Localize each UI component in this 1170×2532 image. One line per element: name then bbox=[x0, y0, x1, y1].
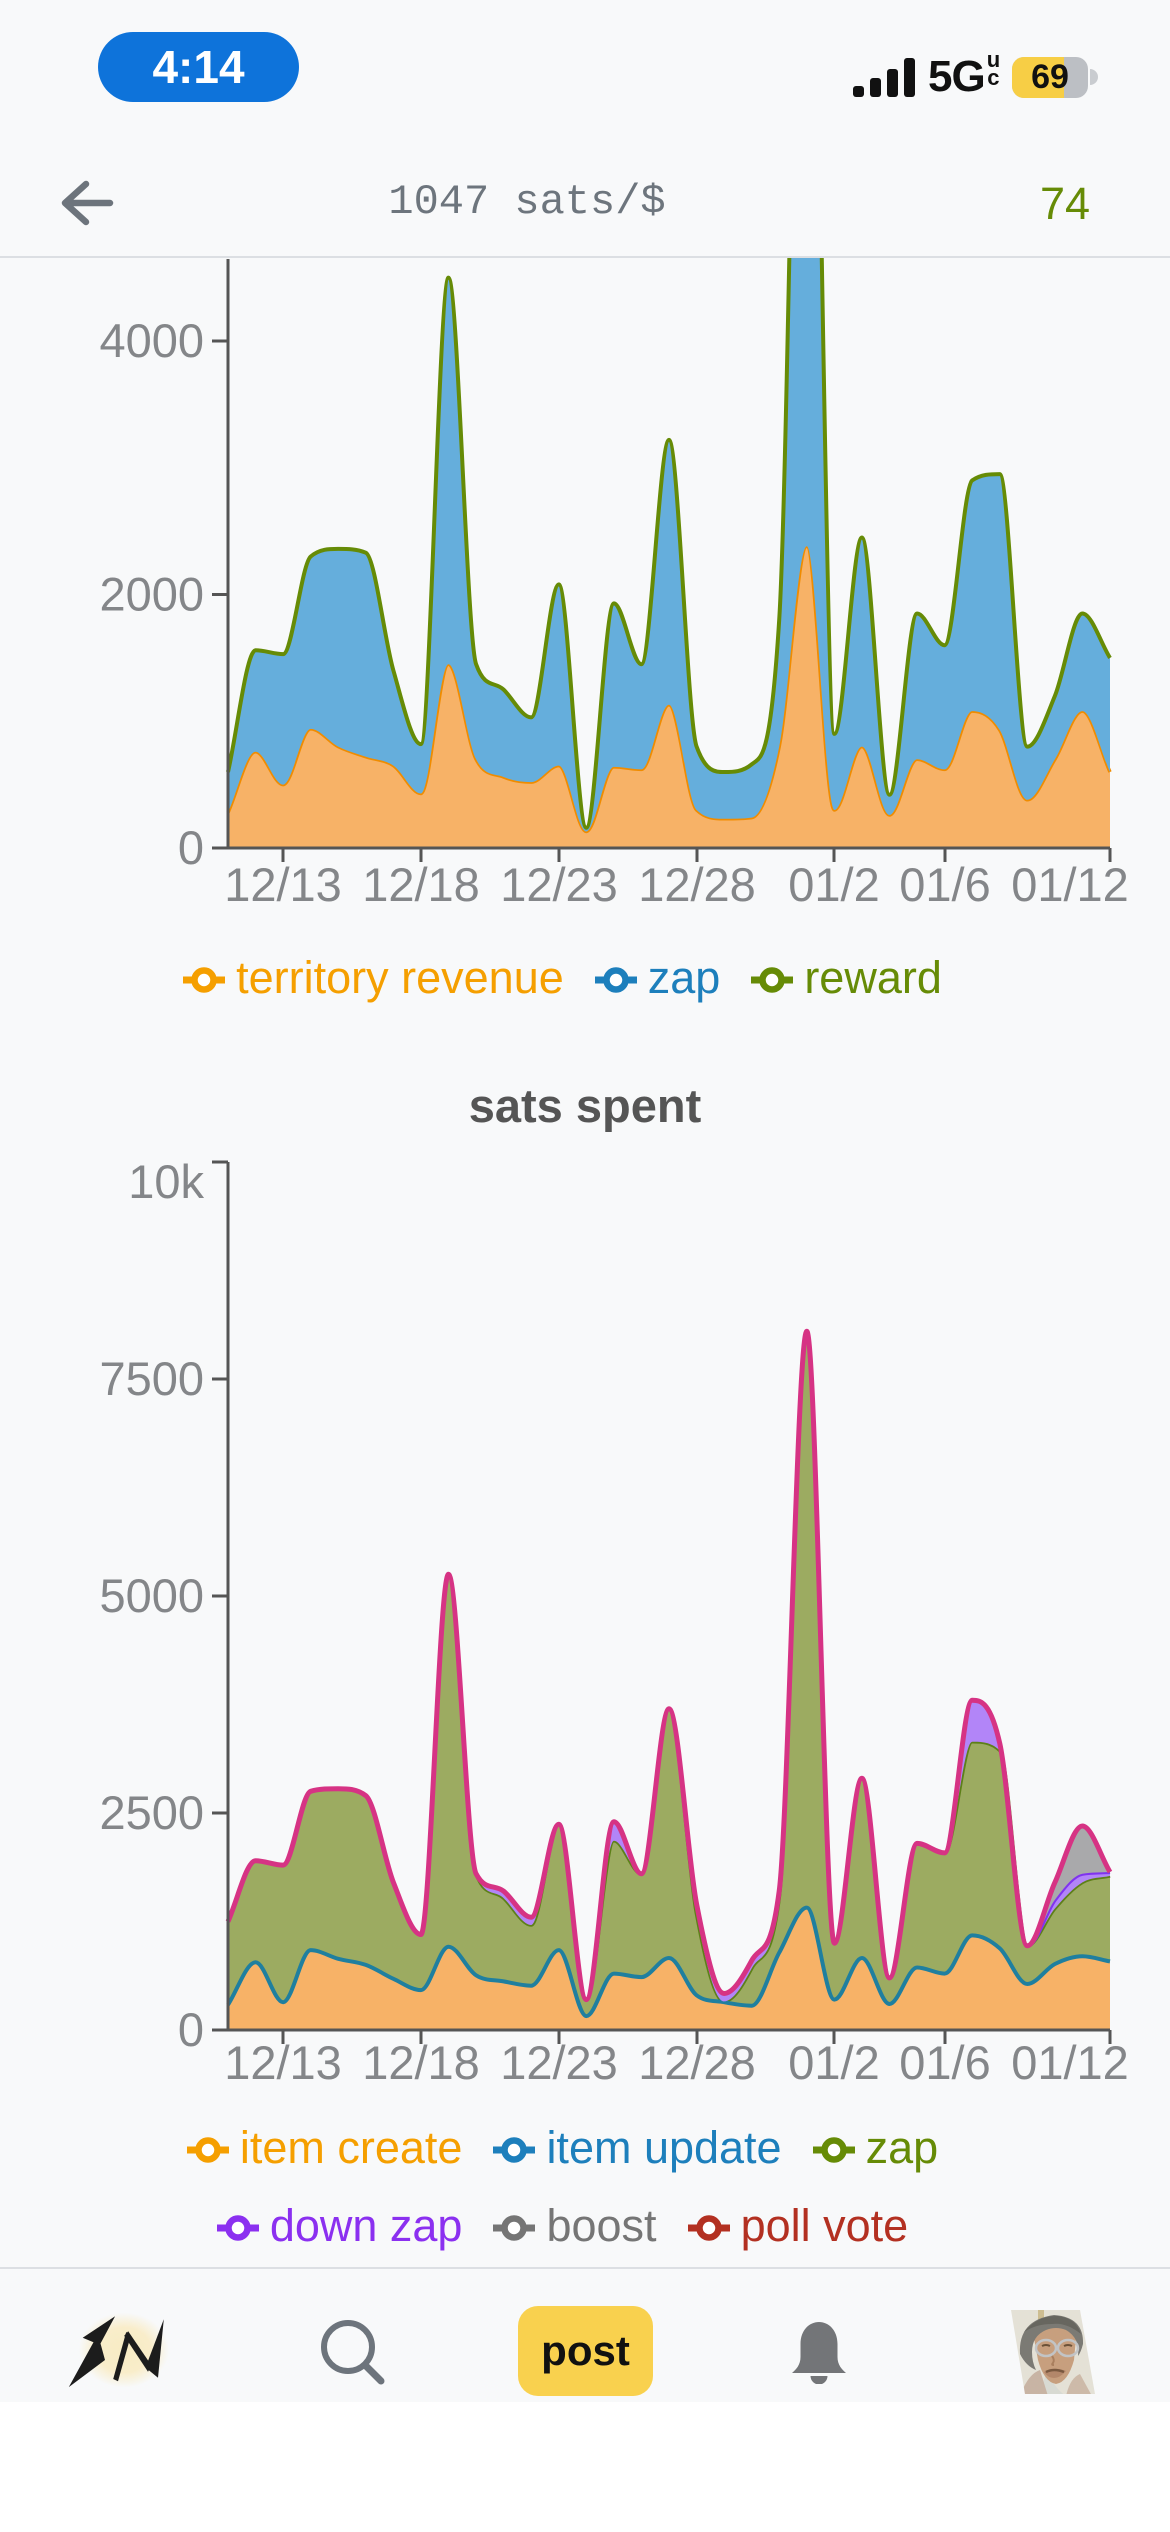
svg-text:12/23: 12/23 bbox=[500, 858, 618, 911]
svg-text:12/28: 12/28 bbox=[638, 2036, 756, 2089]
svg-text:12/13: 12/13 bbox=[224, 2036, 342, 2089]
svg-text:01/12: 01/12 bbox=[1011, 858, 1129, 911]
svg-text:12/18: 12/18 bbox=[362, 858, 480, 911]
svg-text:5000: 5000 bbox=[99, 1569, 204, 1622]
svg-text:0: 0 bbox=[178, 821, 204, 874]
svg-text:10k: 10k bbox=[128, 1155, 204, 1208]
svg-text:01/2: 01/2 bbox=[788, 2036, 879, 2089]
svg-text:12/28: 12/28 bbox=[638, 858, 756, 911]
svg-text:01/12: 01/12 bbox=[1011, 2036, 1129, 2089]
svg-text:2000: 2000 bbox=[99, 568, 204, 621]
svg-text:01/6: 01/6 bbox=[899, 2036, 990, 2089]
svg-text:12/18: 12/18 bbox=[362, 2036, 480, 2089]
svg-text:12/13: 12/13 bbox=[224, 858, 342, 911]
svg-text:7500: 7500 bbox=[99, 1352, 204, 1405]
svg-text:01/6: 01/6 bbox=[899, 858, 990, 911]
svg-text:12/23: 12/23 bbox=[500, 2036, 618, 2089]
svg-text:01/2: 01/2 bbox=[788, 858, 879, 911]
svg-text:4000: 4000 bbox=[99, 314, 204, 367]
svg-text:0: 0 bbox=[178, 2003, 204, 2056]
svg-text:2500: 2500 bbox=[99, 1786, 204, 1839]
